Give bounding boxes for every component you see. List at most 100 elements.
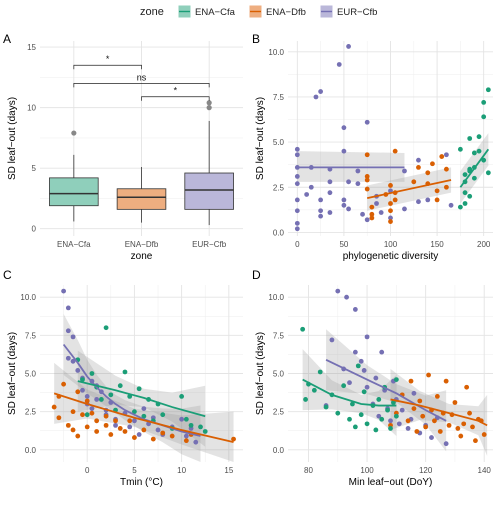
y-axis-title: SD leaf−out (days): [7, 332, 18, 415]
point-EUR−Cfb: [378, 210, 384, 215]
point-ENA−Cfa: [361, 389, 367, 395]
point-ENA−Cfa: [471, 175, 477, 181]
point-EUR−Cfb: [80, 387, 85, 393]
point-ENA−Cfa: [481, 157, 487, 163]
point-ENA−Cfa: [350, 401, 355, 407]
box-ENA−Cfa: [49, 177, 99, 207]
point-EUR−Cfb: [132, 418, 137, 424]
point-ENA−Dfb: [439, 154, 445, 159]
significance-bracket: [73, 64, 142, 70]
point-EUR−Cfb: [294, 181, 300, 187]
point-EUR−Cfb: [94, 397, 100, 402]
point-ENA−Cfa: [141, 413, 147, 419]
point-ENA−Cfa: [341, 383, 347, 389]
point-EUR−Cfb: [364, 384, 370, 390]
x-tick-label: 100: [360, 466, 374, 475]
point-ENA−Cfa: [160, 412, 166, 418]
point-ENA−Dfb: [443, 378, 449, 384]
box-outlier: [71, 130, 77, 136]
box-ENA−Dfb: [116, 188, 167, 210]
fit-line-ENA−Dfb: [390, 398, 488, 427]
point-EUR−Cfb: [364, 334, 370, 340]
point-EUR−Cfb: [294, 146, 300, 152]
panel-letter-B: B: [252, 32, 260, 46]
point-ENA−Dfb: [481, 432, 487, 437]
point-ENA−Dfb: [369, 215, 375, 221]
confidence-band-ENA−Dfb: [390, 368, 488, 456]
y-axis-title: SD leaf−out (days): [7, 97, 18, 180]
point-ENA−Cfa: [303, 397, 308, 402]
point-ENA−Dfb: [411, 406, 417, 411]
y-tick-label: 0.0: [273, 446, 285, 455]
point-EUR−Cfb: [294, 226, 300, 232]
point-ENA−Cfa: [364, 421, 370, 427]
point-EUR−Cfb: [341, 202, 347, 208]
point-ENA−Cfa: [481, 114, 487, 120]
point-EUR−Cfb: [361, 368, 367, 373]
point-EUR−Cfb: [358, 358, 364, 364]
point-ENA−Cfa: [376, 397, 382, 402]
point-ENA−Cfa: [80, 377, 85, 383]
point-ENA−Dfb: [416, 164, 421, 170]
point-ENA−Cfa: [323, 404, 329, 410]
x-tick-label: 0: [85, 466, 90, 475]
point-ENA−Dfb: [75, 433, 81, 439]
point-ENA−Dfb: [437, 429, 443, 434]
point-ENA−Dfb: [103, 413, 109, 419]
point-ENA−Cfa: [188, 422, 194, 428]
point-EUR−Cfb: [402, 168, 407, 174]
point-EUR−Cfb: [396, 421, 402, 427]
point-ENA−Cfa: [84, 412, 90, 418]
point-ENA−Dfb: [94, 418, 100, 424]
y-axis-title: SD leaf−out (days): [255, 332, 266, 415]
point-ENA−Cfa: [393, 377, 399, 383]
point-EUR−Cfb: [346, 44, 351, 49]
point-EUR−Cfb: [179, 416, 185, 422]
y-tick-label: 2.5: [273, 183, 285, 192]
point-ENA−Dfb: [84, 398, 90, 404]
point-ENA−Dfb: [432, 418, 437, 424]
point-ENA−Cfa: [462, 172, 468, 178]
point-EUR−Cfb: [136, 432, 142, 437]
point-ENA−Dfb: [470, 424, 475, 430]
x-tick-label: 50: [339, 240, 348, 249]
point-ENA−Cfa: [391, 400, 396, 405]
point-ENA−Dfb: [61, 381, 67, 387]
legend-label-1: ENA−Dfb: [266, 7, 306, 18]
point-ENA−Dfb: [430, 161, 435, 167]
point-EUR−Cfb: [364, 217, 370, 223]
point-EUR−Cfb: [294, 174, 300, 179]
confidence-band-EUR−Cfb: [297, 151, 405, 182]
point-ENA−Cfa: [198, 424, 203, 430]
point-ENA−Dfb: [141, 427, 147, 433]
point-ENA−Dfb: [411, 179, 417, 185]
point-EUR−Cfb: [327, 179, 333, 185]
point-ENA−Dfb: [388, 219, 393, 224]
point-ENA−Dfb: [56, 415, 62, 421]
point-ENA−Dfb: [132, 435, 137, 440]
point-EUR−Cfb: [402, 206, 407, 212]
point-ENA−Dfb: [364, 177, 370, 183]
y-axis-title: SD leaf−out (days): [255, 97, 266, 180]
point-EUR−Cfb: [352, 307, 358, 312]
x-tick-label: EUR−Cfb: [192, 240, 227, 249]
point-ENA−Dfb: [70, 427, 76, 433]
point-ENA−Dfb: [70, 409, 76, 415]
point-ENA−Cfa: [457, 204, 463, 210]
point-EUR−Cfb: [374, 201, 379, 206]
legend: zone ENA−Cfa ENA−Dfb EUR−Cfb: [140, 4, 377, 19]
panel-letter-A: A: [3, 32, 11, 46]
y-tick-label: 5: [32, 164, 37, 173]
panel-A: A 0 5 10 15 ENA−Cfa ENA−Dfb EUR−Cfb zone SD leaf−…: [3, 32, 243, 262]
point-EUR−Cfb: [346, 206, 351, 212]
point-ENA−Cfa: [179, 393, 185, 399]
point-ENA−Dfb: [127, 418, 133, 424]
point-EUR−Cfb: [308, 184, 314, 190]
x-tick-label: 100: [384, 240, 398, 249]
point-ENA−Dfb: [369, 204, 375, 210]
point-ENA−Cfa: [379, 416, 385, 422]
point-ENA−Cfa: [476, 134, 482, 140]
point-EUR−Cfb: [318, 213, 324, 219]
point-ENA−Cfa: [385, 407, 390, 413]
point-ENA−Cfa: [462, 190, 468, 196]
